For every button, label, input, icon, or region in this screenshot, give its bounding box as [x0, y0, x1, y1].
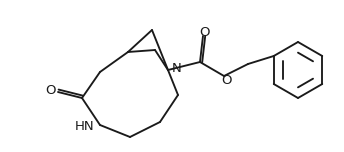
- Text: O: O: [45, 85, 55, 97]
- Text: N: N: [172, 62, 182, 74]
- Text: O: O: [199, 26, 209, 40]
- Text: HN: HN: [74, 119, 94, 133]
- Text: O: O: [222, 74, 232, 86]
